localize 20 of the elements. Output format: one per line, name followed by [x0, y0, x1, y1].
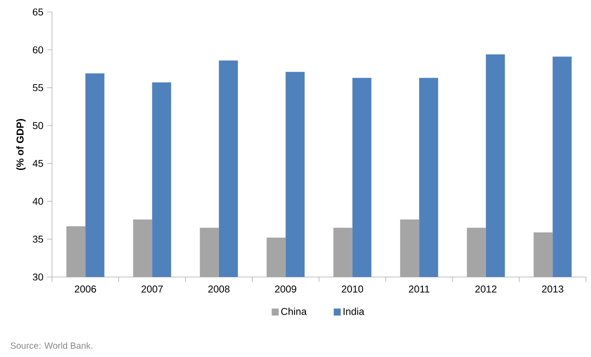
y-axis-title: (% of GDP): [16, 118, 26, 170]
x-tick-label: 2012: [475, 286, 496, 293]
x-tick-label: 2011: [408, 286, 430, 293]
x-tick-label: 2010: [342, 286, 364, 293]
y-tick-label: 60: [32, 46, 44, 54]
y-tick-label: 30: [32, 273, 44, 281]
y-tick-label: 55: [32, 84, 44, 92]
x-tick-label: 2008: [208, 286, 230, 293]
y-tick-label: 40: [32, 198, 44, 205]
x-tick-label: 2013: [542, 286, 564, 293]
y-tick-label: 65: [32, 8, 44, 16]
x-tick-label: 2009: [275, 286, 296, 293]
x-tick-label: 2006: [74, 286, 96, 293]
x-tick-label: 2007: [142, 286, 163, 293]
y-tick-label: 50: [32, 122, 44, 130]
legend-label: India: [344, 308, 364, 315]
legend-label: China: [281, 308, 307, 315]
y-tick-label: 35: [32, 236, 44, 243]
source-note: Source: World Bank.: [10, 342, 92, 349]
y-tick-label: 45: [32, 160, 44, 167]
